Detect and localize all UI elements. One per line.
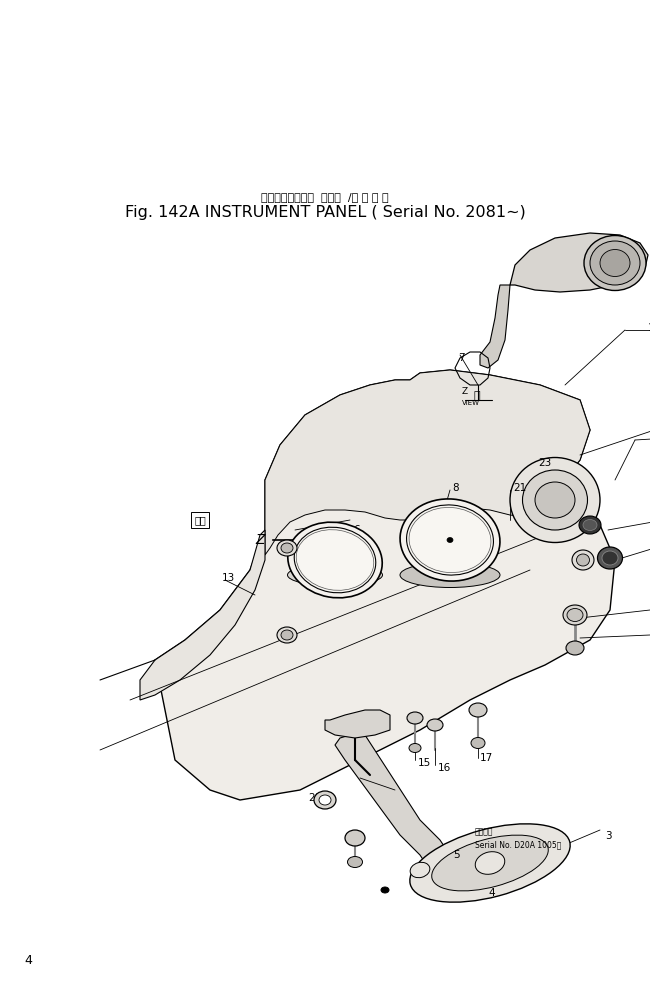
Text: 11: 11 xyxy=(648,323,650,333)
Text: 17: 17 xyxy=(480,753,493,763)
Text: 前方: 前方 xyxy=(194,515,206,525)
Ellipse shape xyxy=(406,505,493,575)
Text: 4: 4 xyxy=(488,888,495,898)
Ellipse shape xyxy=(294,527,376,593)
Text: Z: Z xyxy=(255,533,265,547)
Ellipse shape xyxy=(348,856,363,867)
Ellipse shape xyxy=(471,737,485,748)
Polygon shape xyxy=(265,370,590,555)
Polygon shape xyxy=(510,233,648,292)
Text: 3: 3 xyxy=(605,831,612,841)
Ellipse shape xyxy=(447,537,453,542)
Text: 20: 20 xyxy=(308,793,321,803)
Ellipse shape xyxy=(432,835,549,891)
Ellipse shape xyxy=(584,236,646,290)
Ellipse shape xyxy=(510,458,600,542)
Ellipse shape xyxy=(410,862,430,878)
Ellipse shape xyxy=(407,712,423,724)
Text: 6: 6 xyxy=(353,525,359,535)
Text: 21: 21 xyxy=(513,483,526,493)
Text: Serial No. D20A 1005～: Serial No. D20A 1005～ xyxy=(475,840,562,849)
Polygon shape xyxy=(155,370,615,800)
Ellipse shape xyxy=(600,250,630,276)
Ellipse shape xyxy=(288,522,382,598)
Ellipse shape xyxy=(566,641,584,655)
Ellipse shape xyxy=(523,470,588,530)
Ellipse shape xyxy=(563,605,587,625)
Ellipse shape xyxy=(427,719,443,731)
Text: Z: Z xyxy=(462,387,468,396)
Ellipse shape xyxy=(590,241,640,285)
Ellipse shape xyxy=(277,627,297,643)
Ellipse shape xyxy=(597,547,623,569)
Ellipse shape xyxy=(314,791,336,809)
Text: 適用号機: 適用号機 xyxy=(475,827,493,836)
Text: 15: 15 xyxy=(418,758,431,768)
Ellipse shape xyxy=(567,608,583,621)
Ellipse shape xyxy=(287,564,382,586)
Ellipse shape xyxy=(535,482,575,518)
Text: 5: 5 xyxy=(453,850,460,860)
Text: 4: 4 xyxy=(24,953,32,966)
Ellipse shape xyxy=(579,516,601,534)
Ellipse shape xyxy=(319,795,331,805)
Ellipse shape xyxy=(469,703,487,717)
Text: 13: 13 xyxy=(222,573,235,583)
Ellipse shape xyxy=(400,563,500,588)
Ellipse shape xyxy=(381,887,389,893)
Text: 12: 12 xyxy=(553,241,566,251)
Text: 〚: 〚 xyxy=(474,391,480,401)
Text: 8: 8 xyxy=(452,483,459,493)
Ellipse shape xyxy=(281,543,293,553)
Ellipse shape xyxy=(400,498,500,581)
Text: Fig. 142A INSTRUMENT PANEL ( Serial No. 2081∼): Fig. 142A INSTRUMENT PANEL ( Serial No. … xyxy=(125,205,525,221)
Ellipse shape xyxy=(475,851,505,874)
Ellipse shape xyxy=(577,554,590,566)
Ellipse shape xyxy=(583,519,597,530)
Ellipse shape xyxy=(281,630,293,640)
Text: 7: 7 xyxy=(458,353,465,363)
Polygon shape xyxy=(325,710,390,738)
Text: VIEW: VIEW xyxy=(462,400,480,406)
Polygon shape xyxy=(140,530,265,700)
Ellipse shape xyxy=(410,824,570,902)
Ellipse shape xyxy=(409,743,421,752)
Text: 16: 16 xyxy=(438,763,451,773)
Ellipse shape xyxy=(277,540,297,556)
Text: 23: 23 xyxy=(538,458,551,468)
Text: インスツルメント  パネル  /適 用 号 機: インスツルメント パネル /適 用 号 機 xyxy=(261,192,389,202)
Ellipse shape xyxy=(602,551,618,565)
Ellipse shape xyxy=(345,830,365,846)
Polygon shape xyxy=(480,285,510,368)
Text: 10: 10 xyxy=(302,535,315,545)
Ellipse shape xyxy=(572,550,594,570)
Polygon shape xyxy=(335,735,450,875)
